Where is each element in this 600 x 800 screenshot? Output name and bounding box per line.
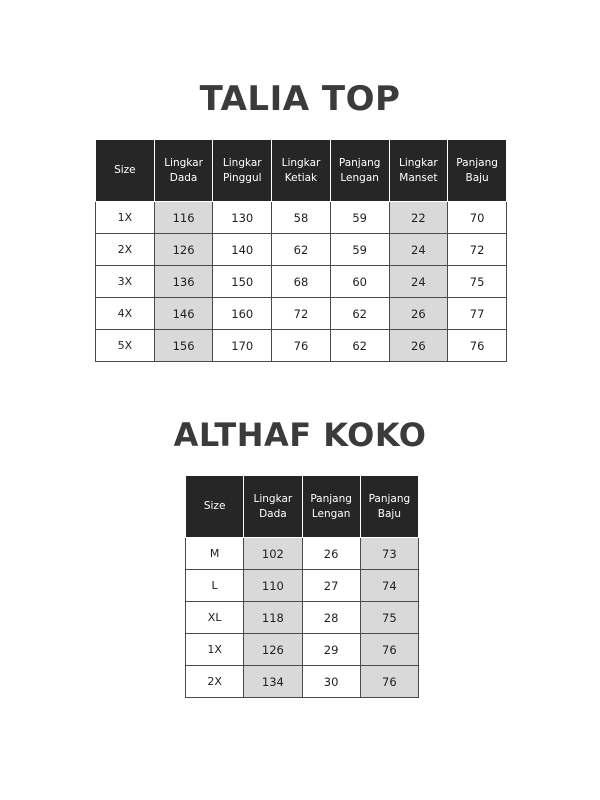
measurement-cell: 110 — [243, 569, 303, 602]
measurement-cell: 27 — [301, 569, 361, 602]
measurement-cell: 58 — [271, 201, 331, 234]
size-label-cell: 2X — [95, 233, 155, 266]
size-label-cell: 1X — [184, 633, 245, 666]
table-row: 2X 126 140 62 59 24 72 — [95, 233, 507, 266]
table-row: 1X 126 29 76 — [184, 633, 420, 666]
size-label-cell: 4X — [95, 297, 155, 330]
measurement-cell: 76 — [447, 329, 507, 362]
measurement-cell: 75 — [359, 601, 420, 634]
measurement-cell: 76 — [359, 633, 420, 666]
size-table-althaf-koko: Size Lingkar Dada Panjang Lengan Panjang Ba… — [184, 475, 420, 698]
measurement-cell: 28 — [301, 601, 361, 634]
table-header-row: Size Lingkar Dada Lingkar Pinggul Lingkar K… — [95, 139, 507, 202]
measurement-cell: 75 — [447, 265, 507, 298]
measurement-cell: 76 — [359, 665, 420, 698]
measurement-cell: 77 — [447, 297, 507, 330]
measurement-cell: 62 — [329, 329, 390, 362]
table-header-row: Size Lingkar Dada Panjang Lengan Panjang Ba… — [184, 475, 420, 538]
table-row: L 110 27 74 — [184, 569, 420, 602]
measurement-cell: 70 — [447, 201, 507, 234]
size-label-cell: L — [184, 569, 245, 602]
measurement-cell: 62 — [329, 297, 390, 330]
column-header: Panjang Lengan — [329, 139, 390, 202]
measurement-cell: 140 — [212, 233, 273, 266]
measurement-cell: 68 — [271, 265, 331, 298]
measurement-cell: 59 — [329, 201, 390, 234]
table-row: M 102 26 73 — [184, 537, 420, 570]
size-label-cell: 5X — [95, 329, 155, 362]
size-label-cell: 3X — [95, 265, 155, 298]
table-header-althaf: Size Lingkar Dada Panjang Lengan Panjang Ba… — [184, 475, 420, 538]
table-row: XL 118 28 75 — [184, 601, 420, 634]
measurement-cell: 160 — [212, 297, 273, 330]
measurement-cell: 156 — [153, 329, 214, 362]
table-row: 1X 116 130 58 59 22 70 — [95, 201, 507, 234]
column-header: Size — [95, 139, 155, 202]
size-label-cell: XL — [184, 601, 245, 634]
measurement-cell: 22 — [388, 201, 449, 234]
column-header: Lingkar Manset — [388, 139, 449, 202]
measurement-cell: 170 — [212, 329, 273, 362]
measurement-cell: 116 — [153, 201, 214, 234]
measurement-cell: 26 — [388, 329, 449, 362]
table-header-talia: Size Lingkar Dada Lingkar Pinggul Lingkar K… — [95, 139, 507, 202]
measurement-cell: 126 — [243, 633, 303, 666]
measurement-cell: 118 — [243, 601, 303, 634]
column-header: Panjang Lengan — [301, 475, 361, 538]
column-header: Panjang Baju — [359, 475, 420, 538]
measurement-cell: 24 — [388, 265, 449, 298]
measurement-cell: 102 — [243, 537, 303, 570]
column-header: Lingkar Dada — [153, 139, 214, 202]
table-row: 4X 146 160 72 62 26 77 — [95, 297, 507, 330]
size-label-cell: 1X — [95, 201, 155, 234]
measurement-cell: 29 — [301, 633, 361, 666]
table-row: 2X 134 30 76 — [184, 665, 420, 698]
measurement-cell: 26 — [301, 537, 361, 570]
measurement-cell: 62 — [271, 233, 331, 266]
measurement-cell: 73 — [359, 537, 420, 570]
measurement-cell: 72 — [271, 297, 331, 330]
measurement-cell: 30 — [301, 665, 361, 698]
measurement-cell: 60 — [329, 265, 390, 298]
column-header: Size — [184, 475, 245, 538]
measurement-cell: 72 — [447, 233, 507, 266]
column-header: Lingkar Pinggul — [212, 139, 273, 202]
size-table-talia-top: Size Lingkar Dada Lingkar Pinggul Lingkar K… — [95, 139, 507, 362]
measurement-cell: 136 — [153, 265, 214, 298]
column-header: Panjang Baju — [447, 139, 507, 202]
measurement-cell: 76 — [271, 329, 331, 362]
page-title-althaf-koko: ALTHAF KOKO — [173, 416, 427, 454]
table-body-althaf: M 102 26 73 L 110 27 74 XL 118 28 75 1X 126 29 76 2X 134 3… — [184, 537, 420, 698]
measurement-cell: 134 — [243, 665, 303, 698]
measurement-cell: 24 — [388, 233, 449, 266]
measurement-cell: 59 — [329, 233, 390, 266]
column-header: Lingkar Ketiak — [271, 139, 331, 202]
measurement-cell: 130 — [212, 201, 273, 234]
column-header: Lingkar Dada — [243, 475, 303, 538]
measurement-cell: 74 — [359, 569, 420, 602]
table-row: 3X 136 150 68 60 24 75 — [95, 265, 507, 298]
page-title-talia-top: TALIA TOP — [199, 79, 401, 119]
size-label-cell: M — [184, 537, 245, 570]
measurement-cell: 150 — [212, 265, 273, 298]
size-label-cell: 2X — [184, 665, 245, 698]
measurement-cell: 146 — [153, 297, 214, 330]
table-body-talia: 1X 116 130 58 59 22 70 2X 126 140 62 59 24 72 3X 136 150… — [95, 201, 507, 362]
measurement-cell: 26 — [388, 297, 449, 330]
measurement-cell: 126 — [153, 233, 214, 266]
table-row: 5X 156 170 76 62 26 76 — [95, 329, 507, 362]
